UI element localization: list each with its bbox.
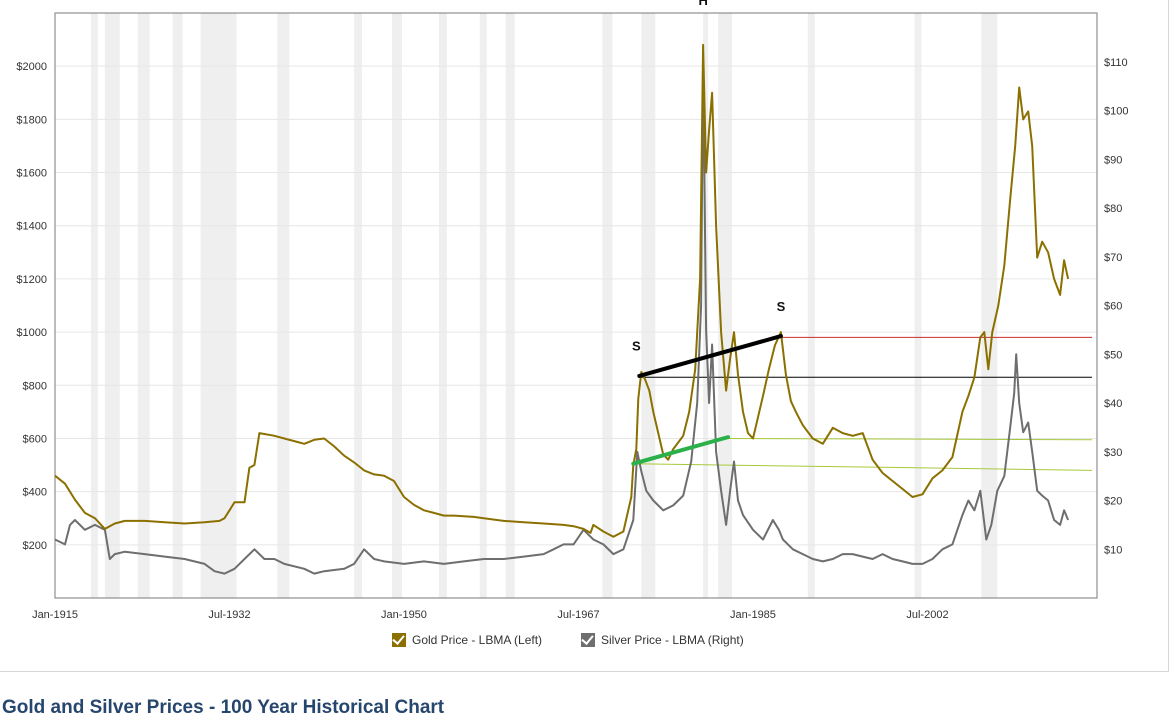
page-title: Gold and Silver Prices - 100 Year Histor… [2, 697, 445, 718]
y-tick-label-left: $800 [23, 380, 47, 392]
x-tick-label: Jul-1932 [208, 609, 250, 621]
silver-price-line [54, 60, 1070, 575]
reference-line [633, 463, 1093, 471]
recession-band [277, 13, 290, 598]
annotation-label: H [698, 0, 707, 8]
y-tick-label-right: $70 [1104, 252, 1122, 264]
gold-price-line [54, 43, 1070, 538]
checkbox-icon[interactable] [392, 633, 406, 647]
y-tick-label-left: $1800 [16, 114, 47, 126]
y-tick-label-right: $10 [1104, 544, 1122, 556]
y-tick-label-left: $1600 [16, 168, 47, 180]
series-lines [54, 43, 1070, 575]
annotations: S H S [632, 0, 786, 354]
x-tick-label: Jul-2002 [906, 609, 948, 621]
plot-area-border [54, 12, 1098, 599]
y-tick-label-right: $40 [1104, 398, 1122, 410]
recession-band [438, 13, 447, 598]
x-axis-labels: Jan-1915 Jul-1932 Jan-1950 Jul-1967 Jan-1985… [32, 609, 949, 621]
recession-band [981, 13, 998, 598]
y-tick-label-right: $60 [1104, 301, 1122, 313]
checkbox-icon[interactable] [581, 633, 595, 647]
right-axis-labels: $10 $20 $30 $40 $50 $60 $70 $80 $90 $100 $110 [1104, 57, 1128, 557]
y-tick-label-left: $400 [23, 487, 47, 499]
chart-frame [0, 0, 1169, 672]
left-axis-labels: $200 $400 $600 $800 $1000 $1200 $1400 $1600 $180… [16, 61, 47, 552]
y-tick-label-right: $30 [1104, 447, 1122, 459]
trend-line [631, 435, 731, 466]
x-tick-label: Jan-1950 [381, 609, 427, 621]
y-tick-label-right: $90 [1104, 154, 1122, 166]
plot-border [54, 12, 1098, 599]
legend-label-gold: Gold Price - LBMA (Left) [412, 633, 543, 647]
y-tick-label-left: $200 [23, 540, 47, 552]
recession-band [914, 13, 922, 598]
recession-band [172, 13, 183, 598]
annotation-label: S [632, 339, 641, 354]
trend-lines [631, 334, 783, 466]
recession-shading [90, 13, 998, 598]
y-tick-label-left: $600 [23, 433, 47, 445]
x-tick-label: Jan-1915 [32, 609, 78, 621]
x-tick-label: Jul-1967 [557, 609, 599, 621]
recession-band [104, 13, 120, 598]
recession-band [479, 13, 487, 598]
y-tick-label-right: $100 [1104, 106, 1128, 118]
recession-band [505, 13, 515, 598]
legend-label-silver: Silver Price - LBMA (Right) [601, 633, 744, 647]
trend-line [637, 334, 783, 378]
recession-band [602, 13, 613, 598]
price-chart: $200 $400 $600 $800 $1000 $1200 $1400 $1600 $180… [16, 0, 1128, 621]
y-tick-label-right: $110 [1104, 57, 1128, 69]
y-tick-label-right: $50 [1104, 349, 1122, 361]
recession-band [200, 13, 237, 598]
recession-band [90, 13, 98, 598]
y-tick-label-left: $1200 [16, 274, 47, 286]
y-tick-label-left: $2000 [16, 61, 47, 73]
legend-item-silver[interactable]: Silver Price - LBMA (Right) [581, 633, 744, 647]
legend-item-gold[interactable]: Gold Price - LBMA (Left) [392, 633, 542, 647]
recession-band [718, 13, 733, 598]
recession-band [641, 13, 656, 598]
y-tick-label-right: $20 [1104, 496, 1122, 508]
y-tick-label-left: $1000 [16, 327, 47, 339]
y-tick-label-left: $1400 [16, 221, 47, 233]
x-tick-label: Jan-1985 [730, 609, 776, 621]
recession-band [354, 13, 363, 598]
recession-band [807, 13, 815, 598]
annotation-label: S [777, 299, 786, 314]
legend: Gold Price - LBMA (Left) Silver Price - … [0, 633, 1171, 653]
recession-band [392, 13, 403, 598]
y-tick-label-right: $80 [1104, 203, 1122, 215]
recession-band [137, 13, 150, 598]
